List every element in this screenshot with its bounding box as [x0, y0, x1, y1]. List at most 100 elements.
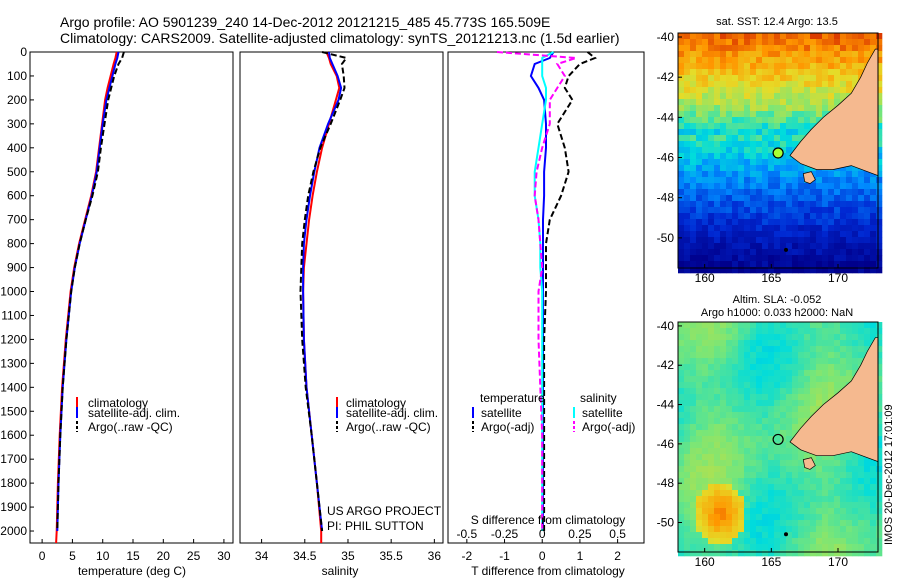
map-cell	[678, 352, 685, 359]
map-cell	[816, 243, 823, 250]
map-cell	[780, 490, 787, 497]
map-cell	[864, 219, 871, 226]
map-cell	[810, 219, 817, 226]
map-cell	[684, 189, 691, 196]
map-cell	[798, 165, 805, 172]
map-cell	[750, 249, 757, 256]
map-cell	[798, 225, 805, 232]
map-cell	[684, 231, 691, 238]
map-cell	[738, 231, 745, 238]
map-cell	[792, 388, 799, 395]
map-cell	[792, 412, 799, 419]
map-cell	[774, 63, 781, 70]
map-cell	[804, 340, 811, 347]
map-cell	[684, 334, 691, 341]
map-cell	[714, 249, 721, 256]
map-cell	[780, 382, 787, 389]
map-cell	[678, 454, 685, 461]
map-cell	[726, 159, 733, 166]
map-cell	[780, 376, 787, 383]
map-cell	[840, 87, 847, 94]
map-cell	[756, 93, 763, 100]
map-cell	[696, 195, 703, 202]
map-cell	[762, 99, 769, 106]
map-cell	[774, 81, 781, 88]
map-cell	[684, 442, 691, 449]
map-cell	[738, 364, 745, 371]
map-cell	[738, 63, 745, 70]
map-cell	[876, 460, 883, 467]
map-x-tick-label: 165	[761, 555, 781, 569]
map-cell	[858, 466, 865, 473]
map-cell	[846, 478, 853, 485]
map-cell	[852, 207, 859, 214]
map-cell	[816, 75, 823, 82]
map-cell	[798, 195, 805, 202]
map-cell	[678, 63, 685, 70]
map-cell	[864, 45, 871, 52]
s-tick-label: 0.5	[609, 527, 626, 541]
map-cell	[786, 213, 793, 220]
map-cell	[822, 370, 829, 377]
difference-s-label: S difference from climatology	[471, 513, 626, 527]
map-cell	[774, 394, 781, 401]
map-cell	[738, 526, 745, 533]
map-cell	[744, 159, 751, 166]
sla-map-land	[772, 337, 879, 537]
map-cell	[702, 123, 709, 130]
map-cell	[780, 394, 787, 401]
map-cell	[834, 514, 841, 521]
map-cell	[750, 550, 757, 557]
s-tick-label: -0.25	[491, 527, 519, 541]
map-cell	[702, 466, 709, 473]
map-cell	[714, 45, 721, 52]
map-cell	[684, 141, 691, 148]
map-cell	[696, 249, 703, 256]
map-cell	[762, 249, 769, 256]
map-cell	[738, 388, 745, 395]
map-cell	[744, 51, 751, 58]
map-cell	[702, 370, 709, 377]
map-cell	[804, 376, 811, 383]
map-cell	[840, 249, 847, 256]
map-cell	[684, 370, 691, 377]
map-cell	[684, 75, 691, 82]
map-cell	[840, 201, 847, 208]
map-cell	[708, 400, 715, 407]
map-cell	[840, 346, 847, 353]
map-cell	[696, 340, 703, 347]
temperature-series	[55, 51, 125, 544]
map-cell	[756, 352, 763, 359]
map-cell	[840, 466, 847, 473]
map-cell	[714, 340, 721, 347]
map-cell	[732, 93, 739, 100]
map-cell	[714, 394, 721, 401]
map-cell	[780, 370, 787, 377]
map-cell	[792, 87, 799, 94]
map-cell	[816, 328, 823, 335]
map-cell	[696, 117, 703, 124]
map-cell	[840, 213, 847, 220]
map-cell	[846, 261, 853, 268]
map-cell	[810, 63, 817, 70]
map-cell	[714, 460, 721, 467]
map-cell	[876, 255, 883, 262]
map-cell	[738, 219, 745, 226]
map-cell	[840, 538, 847, 545]
map-cell	[840, 237, 847, 244]
map-cell	[696, 33, 703, 40]
map-cell	[732, 87, 739, 94]
imos-timestamp: IMOS 20-Dec-2012 17:01:09	[883, 404, 895, 545]
map-cell	[678, 207, 685, 214]
map-cell	[702, 33, 709, 40]
map-cell	[858, 334, 865, 341]
map-cell	[732, 45, 739, 52]
map-cell	[816, 105, 823, 112]
map-cell	[732, 490, 739, 497]
map-cell	[684, 255, 691, 262]
map-cell	[750, 111, 757, 118]
map-cell	[798, 346, 805, 353]
map-cell	[744, 177, 751, 184]
map-cell	[780, 147, 787, 154]
map-cell	[762, 514, 769, 521]
